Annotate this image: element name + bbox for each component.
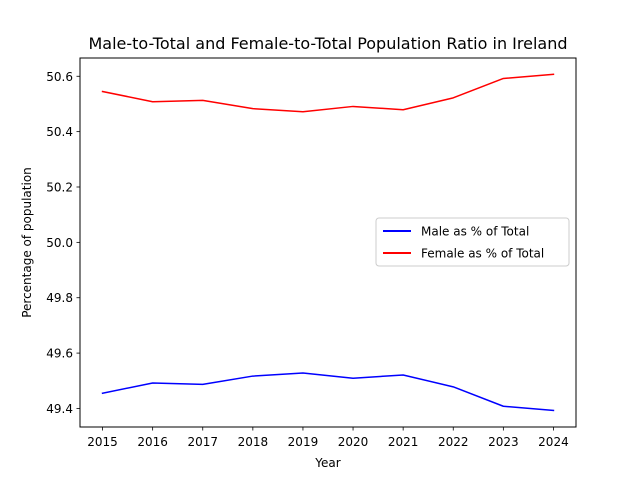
y-tick-label: 50.0 bbox=[46, 236, 73, 250]
y-tick-label: 50.4 bbox=[46, 125, 73, 139]
x-tick-label: 2020 bbox=[338, 435, 369, 449]
y-tick-label: 49.8 bbox=[46, 291, 73, 305]
series-line-0 bbox=[101, 372, 555, 412]
legend-label-female: Female as % of Total bbox=[421, 247, 544, 261]
y-axis-label: Percentage of population bbox=[20, 167, 34, 318]
x-tick-label: 2015 bbox=[87, 435, 118, 449]
y-tick-label: 50.2 bbox=[46, 180, 73, 194]
chart-title: Male-to-Total and Female-to-Total Popula… bbox=[88, 34, 567, 53]
legend-box bbox=[375, 217, 570, 267]
y-tick-label: 49.6 bbox=[46, 347, 73, 361]
plot-area bbox=[101, 73, 555, 412]
legend: Male as % of Total Female as % of Total bbox=[375, 217, 570, 267]
y-axis: 49.4 49.6 49.8 50.0 50.2 50.4 50.6 bbox=[46, 70, 80, 416]
x-tick-label: 2017 bbox=[187, 435, 218, 449]
x-axis: 2015 2016 2017 2018 2019 2020 2021 2022 2023 2024 bbox=[87, 427, 569, 449]
x-tick-label: 2023 bbox=[488, 435, 519, 449]
x-tick-label: 2024 bbox=[538, 435, 569, 449]
series-line-1 bbox=[101, 73, 555, 113]
legend-label-male: Male as % of Total bbox=[421, 225, 529, 239]
x-axis-label: Year bbox=[314, 456, 340, 470]
x-tick-label: 2016 bbox=[137, 435, 168, 449]
x-tick-label: 2019 bbox=[288, 435, 319, 449]
x-tick-label: 2022 bbox=[438, 435, 469, 449]
y-tick-label: 49.4 bbox=[46, 402, 73, 416]
y-tick-label: 50.6 bbox=[46, 70, 73, 84]
x-tick-label: 2021 bbox=[388, 435, 419, 449]
x-tick-label: 2018 bbox=[238, 435, 269, 449]
